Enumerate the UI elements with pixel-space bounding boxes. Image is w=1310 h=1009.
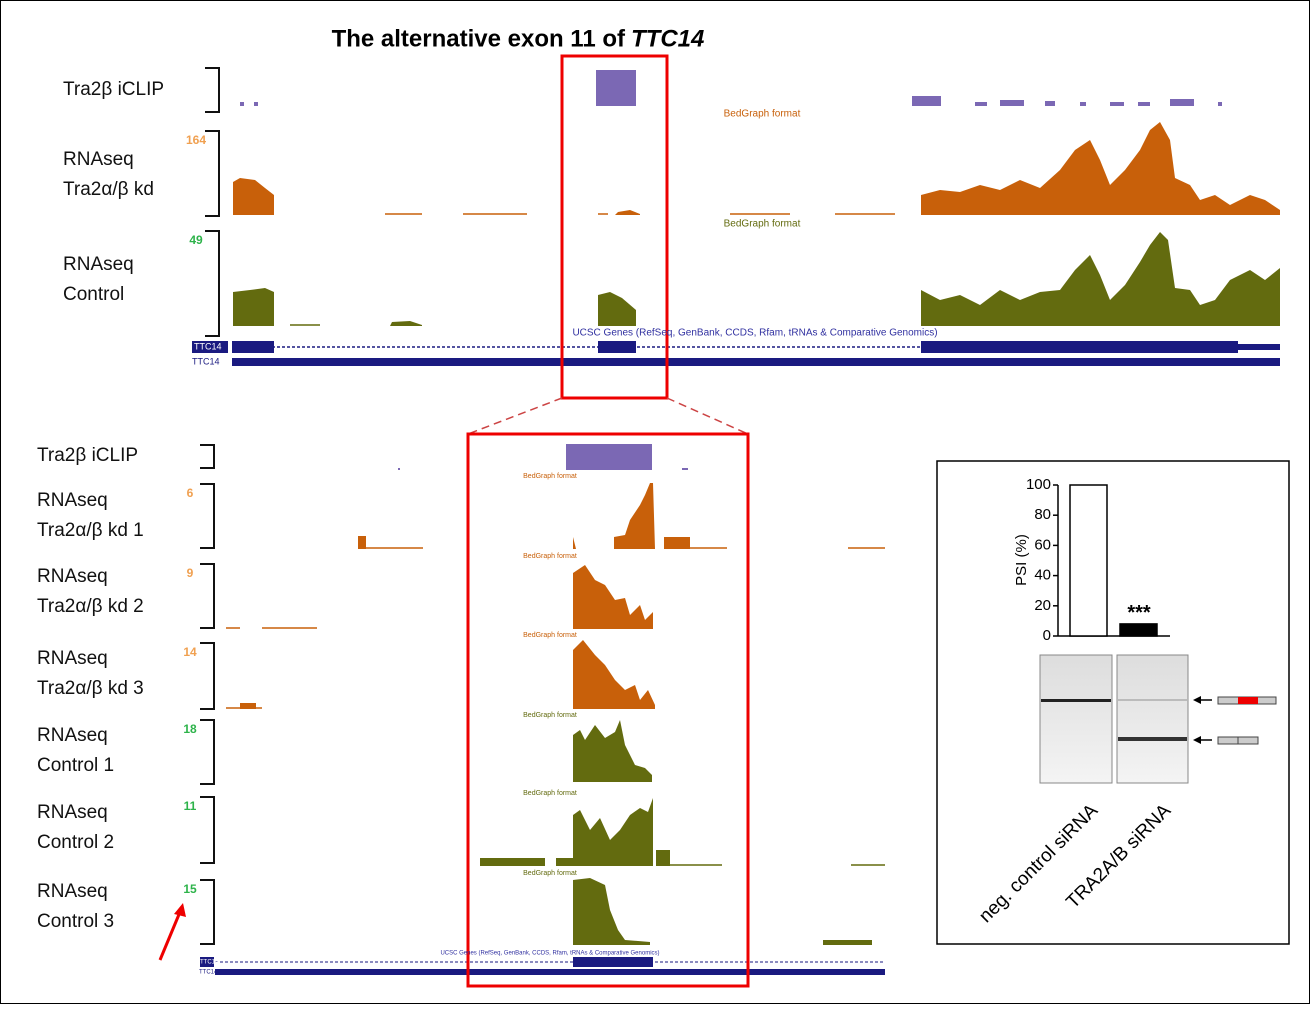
significance: *** [1127,602,1151,624]
track-label: Control [63,284,124,305]
format-label: BedGraph format [523,473,577,480]
track-label: RNAseq [37,802,108,823]
title-gene: TTC14 [631,25,704,52]
track-label: RNAseq [37,648,108,669]
bar [1070,485,1107,636]
format-label: BedGraph format [523,712,577,719]
gene-track-label: UCSC Genes (RefSeq, GenBank, CCDS, Rfam,… [440,951,659,957]
gene-name: TTC14 [192,356,220,366]
track-scale: 11 [184,799,197,813]
track-label: RNAseq [37,566,108,587]
track-label: Tra2α/β kd [63,179,154,200]
track-scale: 164 [186,133,206,147]
format-label: BedGraph format [724,109,801,120]
format-label: BedGraph format [523,790,577,797]
track-label: RNAseq [63,254,134,275]
track-scale: 15 [183,882,197,896]
format-label: BedGraph format [523,870,577,877]
y-tick-label: 0 [1043,627,1051,644]
gene-track-label: UCSC Genes (RefSeq, GenBank, CCDS, Rfam,… [572,328,937,339]
format-label: BedGraph format [523,553,577,560]
track-scale: 6 [187,486,194,500]
track-scale: 18 [183,722,197,736]
track-label: Tra2β iCLIP [63,79,164,100]
format-label: BedGraph format [724,219,801,230]
y-axis-label: PSI (%) [1013,534,1030,586]
track-label: RNAseq [37,490,108,511]
track-label: Control 3 [37,911,114,932]
gene-name: TTC14 [194,341,222,351]
format-label: BedGraph format [523,632,577,639]
track-label: RNAseq [37,881,108,902]
bar [1120,624,1157,636]
y-tick-label: 80 [1034,506,1051,523]
track-scale: 14 [183,645,197,659]
y-tick-label: 60 [1034,536,1051,553]
track-label: Tra2β iCLIP [37,445,138,466]
title: The alternative exon 11 of [332,25,626,52]
track-label: Control 1 [37,755,114,776]
gene-name: TTC14 [200,960,219,966]
y-tick-label: 40 [1034,567,1051,584]
track-label: Tra2α/β kd 3 [37,678,144,699]
y-tick-label: 20 [1034,597,1051,614]
track-scale: 49 [189,233,203,247]
track-label: RNAseq [63,149,134,170]
gene-name: TTC14 [199,970,218,976]
figure: The alternative exon 11 of TTC14 [0,0,1310,1004]
track-label: Tra2α/β kd 1 [37,520,144,541]
y-tick-label: 100 [1026,476,1051,493]
track-scale: 9 [187,566,194,580]
track-label: RNAseq [37,725,108,746]
track-label: Tra2α/β kd 2 [37,596,144,617]
track-label: Control 2 [37,832,114,853]
